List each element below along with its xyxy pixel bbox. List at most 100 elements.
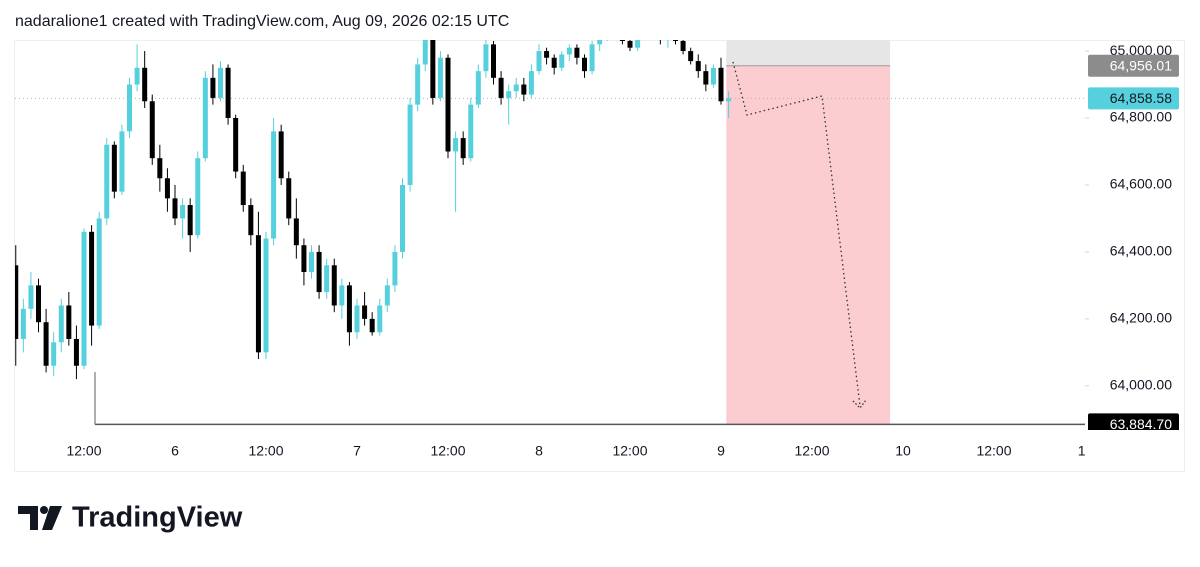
plot-area (15, 24, 1085, 426)
candle-body (210, 77, 216, 98)
y-tick-label: 64,200.00 (1110, 310, 1172, 326)
candle-body (544, 51, 550, 58)
candle-body (589, 44, 595, 72)
candle-body (36, 285, 42, 323)
candle-body (513, 84, 519, 92)
candle-body (28, 285, 34, 309)
candle-body (15, 265, 19, 339)
candle-body (673, 40, 679, 42)
candle-body (400, 184, 406, 252)
candle-body (612, 28, 617, 31)
logo-icon (40, 506, 48, 514)
candle-body (43, 322, 49, 366)
x-tick-label: 9 (717, 443, 725, 459)
x-tick-label: 12:00 (612, 443, 647, 459)
x-tick-label: 12:00 (248, 443, 283, 459)
candle-body (324, 265, 330, 293)
candle-body (528, 71, 534, 95)
price-label: 64,858.58 (1110, 90, 1172, 106)
candle-body (703, 71, 709, 85)
candle-body (460, 138, 466, 159)
projection-path (732, 61, 861, 407)
candle-body (293, 218, 299, 246)
candle-body (688, 51, 694, 62)
candle-body (650, 24, 655, 31)
candle-body (627, 41, 633, 48)
candle-body (468, 104, 474, 159)
candle-body (536, 51, 542, 72)
candle-body (453, 138, 459, 152)
candle-body (225, 67, 231, 119)
time-axis: 12:00 6 12:00 7 12:00 8 12:00 9 12:00 10 12:00 11 (66, 443, 1085, 459)
candle-body (430, 40, 436, 98)
candle-body (718, 67, 724, 102)
candle-body (369, 318, 375, 333)
candle-body (271, 131, 277, 239)
candle-body (635, 40, 641, 48)
candle-body (643, 24, 648, 34)
candle-body (680, 41, 686, 52)
header: nadaralione1 created with TradingView.co… (15, 13, 509, 30)
candle-body (445, 57, 451, 152)
price-axis: 64,000.00 64,200.00 64,400.00 64,600.00 64,8… (1085, 42, 1179, 432)
candle-body (354, 305, 360, 333)
candle-body (149, 101, 155, 159)
candle-body (58, 305, 64, 343)
candle-body (119, 131, 125, 192)
candle-body (20, 308, 26, 339)
price-label-box (1088, 54, 1179, 77)
candle-body (346, 285, 352, 333)
y-tick-label: 64,800.00 (1110, 109, 1172, 125)
x-tick-label: 12:00 (430, 443, 465, 459)
candle-body (51, 342, 57, 366)
candle-body (142, 67, 148, 102)
candle-body (172, 198, 178, 219)
candle-body (195, 158, 201, 236)
candle-body (566, 47, 572, 55)
candle-body (605, 28, 610, 38)
price-label: 63,884.70 (1110, 416, 1172, 432)
candle-body (309, 251, 315, 272)
logo-icon (18, 506, 38, 530)
candle-body (415, 64, 421, 105)
candle-body (111, 144, 117, 192)
y-tick-label: 65,000.00 (1110, 42, 1172, 58)
candle-body (127, 84, 133, 132)
candle-body (218, 67, 224, 98)
candle-body (710, 67, 716, 85)
candle-body (331, 265, 337, 306)
candle-body (498, 77, 504, 98)
candle-body (278, 131, 284, 179)
candle-body (362, 305, 368, 319)
candle-body (248, 205, 254, 236)
candle-body (437, 57, 443, 98)
candle-body (407, 104, 413, 185)
position-target-zone (726, 40, 891, 66)
candle-body (422, 40, 428, 65)
candle-body (73, 338, 79, 366)
position-stop-zone (726, 65, 891, 425)
logo: TradingView (18, 502, 243, 534)
candle-body (104, 144, 110, 219)
logo-text: TradingView (72, 502, 243, 534)
candle-body (726, 98, 732, 102)
candle-body (263, 238, 269, 353)
candle-body (491, 44, 497, 78)
price-label-box (1088, 413, 1179, 430)
candle-body (233, 118, 239, 172)
x-tick-label: 12:00 (976, 443, 1011, 459)
candle-body (521, 84, 527, 95)
y-tick-label: 64,400.00 (1110, 243, 1172, 259)
y-tick-label: 64,000.00 (1110, 377, 1172, 393)
y-tick-label: 64,600.00 (1110, 176, 1172, 192)
candle-body (597, 40, 603, 45)
x-tick-label: 8 (535, 443, 543, 459)
price-label-box (1088, 87, 1179, 110)
candle-body (134, 67, 140, 85)
candle-body (582, 57, 588, 72)
candle-body (574, 47, 580, 58)
candle-body (695, 61, 701, 72)
candle-body (551, 57, 557, 68)
